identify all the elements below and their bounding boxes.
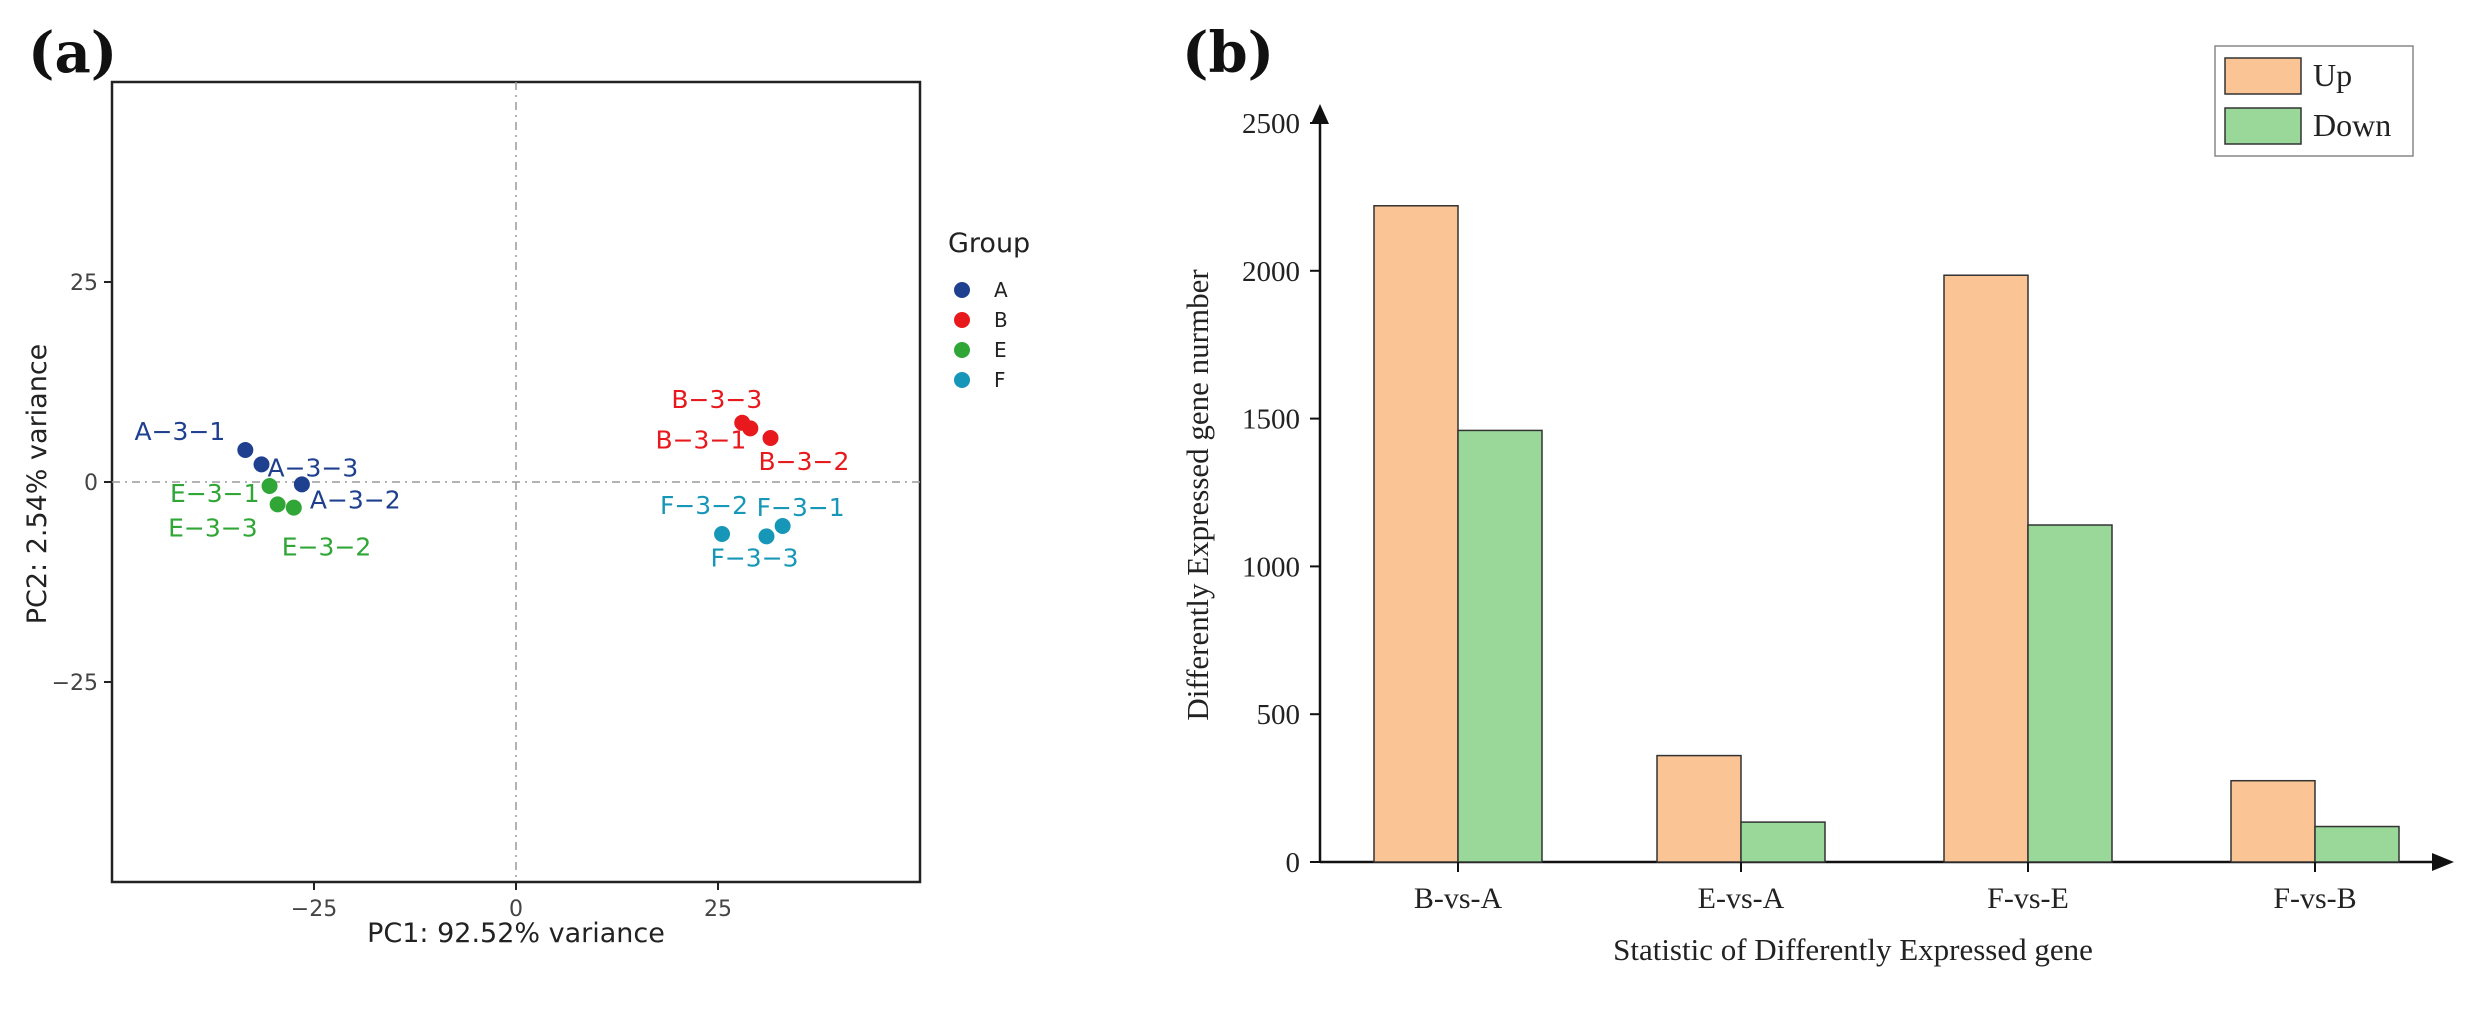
panel-b-bar-chart: (b) 0 500 1000 1500 2000 2500 B-vs-A E-vs-A F-vs… — [1180, 20, 2454, 967]
panel-a-pca-plot: (a) −25 0 25 25 0 −25 A−3−1 A−3−3 A−3−2 B−3−3 B−3… — [22, 20, 1030, 949]
y-tick-label: 2500 — [1242, 108, 1300, 140]
legend-label: B — [994, 308, 1008, 332]
point-label: A−3−3 — [267, 453, 358, 482]
point-label: E−3−2 — [282, 533, 372, 562]
legend-marker-a — [954, 282, 970, 298]
axis-ticks: −25 0 25 25 0 −25 — [52, 271, 732, 922]
y-tick-label: 500 — [1257, 699, 1301, 731]
x-axis-arrow — [2432, 853, 2454, 871]
reference-lines — [112, 82, 920, 882]
x-tick-label: 25 — [704, 897, 732, 922]
point-a — [253, 456, 270, 473]
legend-title: Group — [948, 228, 1030, 259]
point-e — [261, 478, 278, 494]
x-tick-label: −25 — [291, 897, 337, 922]
point-label: B−3−3 — [671, 385, 762, 414]
legend-label: F — [994, 368, 1006, 392]
axis-ticks: 0 500 1000 1500 2000 2500 B-vs-A E-vs-A F-vs-E F-… — [1242, 108, 2357, 915]
bar-up — [2230, 779, 2316, 863]
x-tick-label: E-vs-A — [1698, 882, 1785, 915]
legend-marker-e — [954, 342, 970, 358]
y-tick-label: 2000 — [1242, 256, 1300, 288]
legend-label: E — [994, 338, 1007, 362]
point-label: A−3−1 — [135, 417, 226, 446]
y-tick-label: 1500 — [1242, 404, 1300, 436]
legend-label: Up — [2313, 57, 2352, 93]
point-b — [742, 420, 759, 437]
bar-down — [1740, 821, 1826, 863]
point-label: E−3−3 — [168, 513, 258, 542]
point-a — [237, 442, 254, 458]
y-tick-label: −25 — [52, 671, 98, 696]
scatter-points — [237, 414, 791, 545]
point-label: B−3−1 — [655, 425, 746, 454]
bar-down — [1457, 429, 1543, 863]
x-axis-label: Statistic of Differently Expressed gene — [1613, 932, 2093, 967]
point-a — [293, 476, 310, 493]
bar-up — [1373, 205, 1459, 863]
y-tick-label: 1000 — [1242, 551, 1300, 583]
y-axis-arrow — [1311, 104, 1329, 124]
bar-down — [2027, 524, 2113, 863]
legend-swatch-down — [2224, 107, 2302, 145]
point-f — [774, 518, 791, 534]
bars — [1373, 205, 2400, 863]
point-e — [269, 496, 286, 513]
point-b — [762, 430, 779, 446]
panel-b-label: (b) — [1182, 20, 1274, 86]
legend-marker-f — [954, 372, 970, 388]
point-f — [714, 526, 731, 542]
legend-label: A — [994, 278, 1008, 302]
legend: Up Down — [2214, 45, 2414, 157]
y-axis-label: PC2: 2.54% variance — [22, 344, 53, 625]
x-tick-label: B-vs-A — [1414, 882, 1503, 915]
x-axis-label: PC1: 92.52% variance — [367, 918, 665, 949]
point-f — [758, 528, 775, 545]
x-tick-label: 0 — [509, 897, 523, 922]
point-label: A−3−2 — [310, 485, 401, 514]
bar-up — [1943, 274, 2029, 863]
point-label: F−3−2 — [660, 491, 748, 520]
x-tick-label: F-vs-E — [1987, 882, 2069, 915]
point-labels: A−3−1 A−3−3 A−3−2 B−3−3 B−3−1 B−3−2 E−3−1 E−3−3… — [135, 385, 850, 573]
bar-up — [1656, 754, 1742, 863]
bar-down — [2314, 825, 2400, 863]
legend-label: Down — [2313, 107, 2391, 143]
y-tick-label: 0 — [84, 471, 98, 496]
x-tick-label: F-vs-B — [2273, 882, 2356, 915]
y-tick-label: 25 — [70, 271, 98, 296]
legend-swatch-up — [2224, 57, 2302, 95]
y-tick-label: 0 — [1286, 847, 1301, 879]
point-e — [285, 499, 302, 516]
panel-a-label: (a) — [28, 20, 117, 86]
point-label: B−3−2 — [759, 447, 850, 476]
point-label: F−3−1 — [757, 493, 845, 522]
point-label: E−3−1 — [170, 479, 260, 508]
legend-marker-b — [954, 312, 970, 328]
point-label: F−3−3 — [710, 543, 798, 572]
y-axis-label: Differently Expressed gene nurmber — [1180, 269, 1215, 721]
